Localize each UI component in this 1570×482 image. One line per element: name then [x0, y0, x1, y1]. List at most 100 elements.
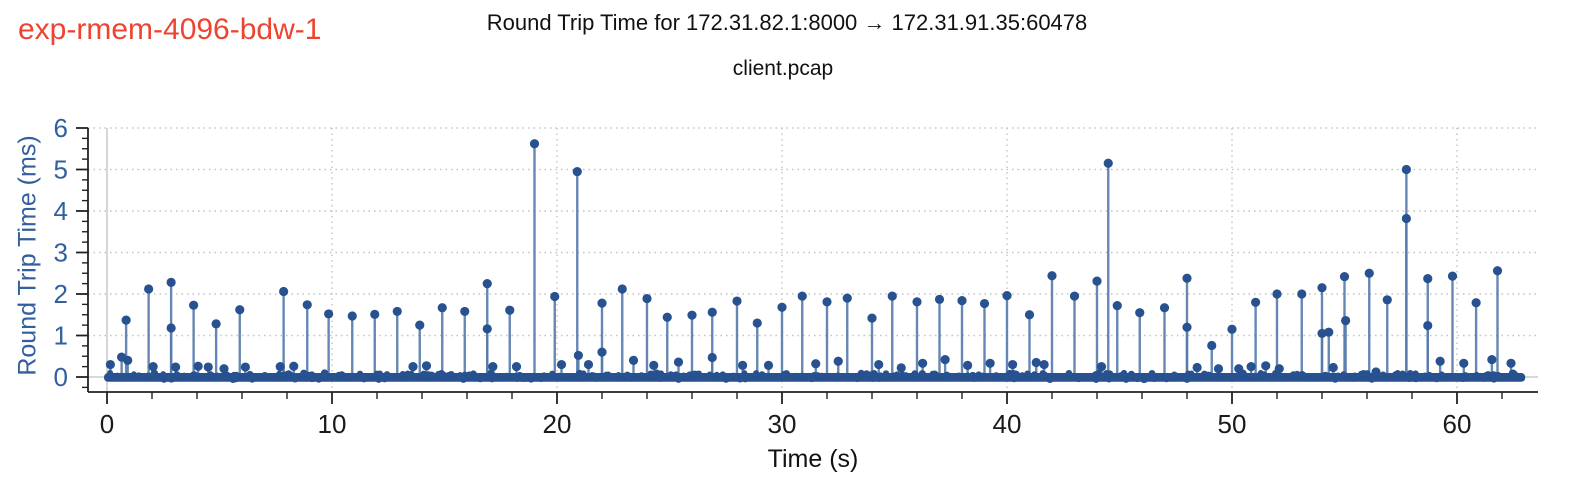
baseline-dot	[1167, 374, 1174, 381]
data-point	[597, 298, 607, 308]
baseline-dot	[1065, 370, 1073, 377]
baseline-dot	[1127, 372, 1135, 380]
baseline-dot	[1140, 375, 1148, 384]
baseline-dot	[291, 374, 299, 383]
baseline-dot	[970, 375, 977, 382]
baseline-dot	[1031, 371, 1038, 379]
chart-title: Round Trip Time for 172.31.82.1:8000 → 1…	[486, 10, 1088, 35]
baseline-dot	[567, 374, 574, 382]
data-point	[235, 305, 245, 315]
baseline-dot	[924, 372, 932, 380]
data-point	[219, 364, 229, 374]
data-point	[1324, 327, 1334, 337]
baseline-dot	[447, 370, 455, 378]
y-tick-label: 2	[54, 279, 68, 309]
baseline-dot	[315, 375, 323, 383]
data-point	[511, 362, 522, 372]
baseline-dot	[558, 373, 565, 380]
baseline-dot	[1473, 373, 1480, 380]
data-point	[1069, 291, 1080, 301]
data-point	[392, 306, 402, 317]
baseline-dot	[1117, 372, 1126, 380]
data-point	[1317, 283, 1327, 293]
data-point	[556, 359, 567, 370]
data-point	[1364, 268, 1374, 278]
data-point	[918, 358, 928, 368]
data-point	[1371, 367, 1381, 377]
baseline-dot	[817, 372, 826, 380]
data-point	[1261, 361, 1271, 371]
data-point	[1103, 158, 1113, 168]
baseline-dot	[929, 370, 936, 377]
data-point	[166, 277, 176, 287]
data-point	[707, 352, 717, 363]
baseline-dot	[1185, 370, 1192, 377]
x-tick-label: 20	[543, 409, 572, 439]
baseline-dot	[487, 369, 495, 378]
baseline-dot	[518, 374, 527, 382]
baseline-dot	[1183, 375, 1191, 383]
data-point	[240, 362, 250, 372]
baseline-dot	[172, 372, 180, 380]
baseline-dot	[1331, 375, 1339, 383]
data-point	[673, 357, 684, 367]
baseline-dot	[877, 372, 884, 379]
data-point	[1506, 358, 1516, 368]
baseline-dot	[1443, 376, 1449, 382]
baseline-dot	[993, 372, 1000, 379]
data-point	[912, 297, 922, 307]
baseline-dot	[359, 373, 367, 380]
baseline-dot	[1459, 375, 1467, 383]
x-axis-label: Time (s)	[767, 445, 859, 473]
baseline-dot	[207, 371, 215, 379]
baseline-dot	[858, 371, 864, 378]
baseline-dot	[376, 371, 384, 379]
data-point	[1002, 291, 1012, 301]
baseline-dot	[1284, 373, 1293, 382]
data-point	[628, 355, 639, 365]
baseline-dot	[1200, 370, 1209, 378]
baseline-dot	[918, 370, 926, 378]
data-point	[833, 356, 843, 366]
baseline-dot	[549, 370, 556, 377]
baseline-dot	[246, 370, 254, 378]
data-point	[166, 323, 176, 333]
data-point	[1039, 359, 1049, 370]
baseline-dot	[540, 372, 548, 380]
baseline-dot	[798, 373, 807, 381]
baseline-dot	[628, 376, 635, 382]
data-point	[105, 359, 115, 370]
data-point	[482, 279, 492, 289]
baseline-dot	[1150, 374, 1159, 383]
data-point	[1251, 297, 1261, 307]
data-point	[121, 315, 131, 325]
y-tick-label: 5	[54, 155, 68, 185]
baseline-dot	[427, 371, 436, 380]
baseline-dot	[1490, 373, 1496, 380]
data-point	[408, 362, 418, 372]
baseline-dot	[1015, 374, 1022, 381]
x-tick-label: 40	[993, 409, 1022, 439]
data-point	[460, 306, 470, 317]
data-point	[1024, 310, 1035, 320]
baseline-dot	[680, 372, 687, 380]
baseline-dot	[114, 372, 121, 379]
baseline-dot	[727, 375, 734, 381]
data-point	[1207, 340, 1217, 351]
data-point	[583, 359, 594, 370]
data-point	[811, 359, 821, 369]
baseline-dot	[664, 373, 671, 380]
baseline-dot	[280, 371, 287, 378]
data-point	[1274, 364, 1284, 374]
data-point	[963, 360, 973, 370]
x-tick-label: 50	[1218, 409, 1247, 439]
baseline-dot	[955, 372, 963, 380]
data-point	[642, 293, 652, 304]
data-point	[662, 312, 672, 322]
data-point	[289, 361, 299, 371]
baseline-dot	[1010, 375, 1018, 383]
data-point	[324, 309, 334, 319]
data-point	[573, 350, 583, 361]
data-point	[1401, 213, 1411, 224]
